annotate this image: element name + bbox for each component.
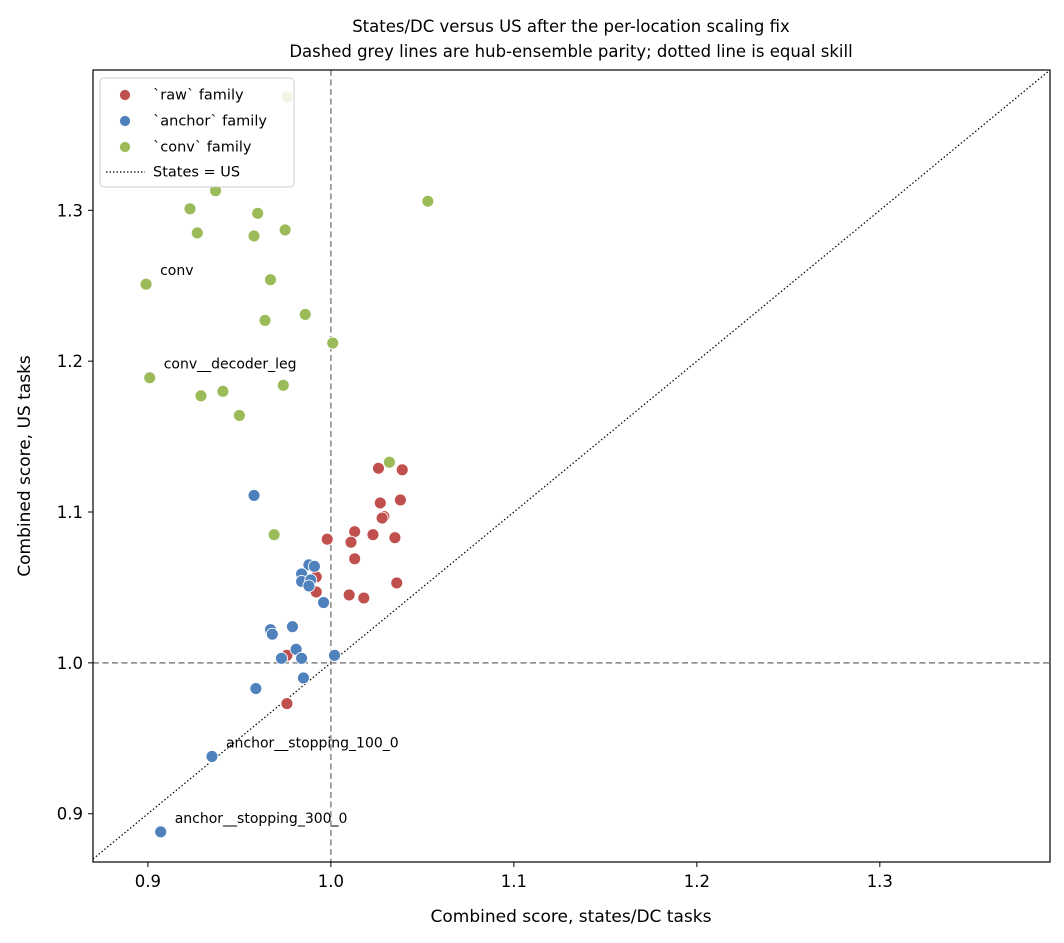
data-point-conv (258, 313, 272, 327)
data-point-raw (393, 493, 407, 507)
data-point-conv (232, 409, 246, 422)
legend-marker-conv (119, 141, 131, 153)
data-point-anchor (247, 488, 261, 502)
point-annotation: conv__decoder_leg (164, 357, 297, 373)
data-point-anchor (296, 671, 310, 685)
data-point-anchor (328, 648, 341, 662)
data-point-conv (267, 528, 281, 542)
data-point-conv (139, 277, 153, 291)
data-point-conv (216, 384, 230, 398)
data-point-raw (280, 697, 294, 711)
data-point-anchor (302, 579, 316, 593)
data-point-conv (421, 194, 435, 208)
y-tick-label: 1.2 (57, 352, 83, 371)
data-point-raw (357, 591, 371, 605)
data-point-raw (395, 463, 409, 477)
legend-marker-anchor (119, 115, 131, 127)
data-point-anchor (295, 651, 309, 665)
data-point-conv (278, 223, 292, 237)
data-point-raw (373, 496, 387, 510)
legend: `raw` family `anchor` family `conv` fami… (99, 77, 295, 188)
chart-title: States/DC versus US after the per-locati… (352, 17, 790, 36)
chart-subtitle: Dashed grey lines are hub-ensemble parit… (289, 42, 852, 61)
data-point-raw (366, 528, 380, 542)
data-point-anchor (307, 559, 321, 573)
plot-frame (92, 69, 1051, 863)
x-tick-label: 1.0 (318, 872, 344, 891)
equal-skill-line (92, 69, 1051, 860)
data-point-anchor (249, 682, 263, 695)
legend-label-conv: `conv` family (153, 140, 252, 156)
data-point-raw (344, 535, 358, 549)
data-point-conv (276, 378, 290, 392)
data-point-conv (382, 455, 396, 469)
x-tick-label: 1.1 (501, 872, 527, 891)
point-annotation: anchor__stopping_100_0 (226, 735, 399, 751)
data-point-anchor (317, 596, 331, 609)
y-tick-label: 0.9 (57, 805, 83, 824)
y-tick-label: 1.1 (57, 503, 83, 522)
x-tick-label: 1.2 (684, 872, 710, 891)
legend-label-raw: `raw` family (153, 88, 244, 104)
data-point-conv (183, 202, 197, 216)
x-axis-label: Combined score, states/DC tasks (431, 907, 712, 927)
x-tick-label: 0.9 (135, 872, 161, 891)
data-point-raw (390, 576, 404, 590)
point-annotation: conv (160, 263, 193, 279)
data-point-anchor (286, 620, 299, 634)
data-point-conv (251, 206, 265, 220)
data-point-raw (388, 531, 402, 545)
data-point-anchor (265, 627, 279, 641)
x-axis-ticks: 0.9 1.0 1.1 1.2 1.3 (135, 862, 893, 891)
data-point-anchor (154, 825, 168, 839)
data-point-conv (190, 226, 204, 240)
data-point-raw (375, 511, 389, 525)
data-point-anchor (275, 651, 288, 665)
y-tick-label: 1.3 (57, 201, 83, 220)
data-point-raw (348, 552, 362, 566)
x-tick-label: 1.3 (867, 872, 893, 891)
legend-marker-raw (119, 89, 131, 101)
legend-label-equal-skill: States = US (153, 165, 240, 181)
data-point-raw (342, 588, 356, 602)
data-point-conv (143, 371, 157, 385)
data-point-conv (194, 389, 208, 403)
legend-frame (99, 77, 295, 188)
data-point-raw (320, 532, 334, 546)
y-axis-ticks: 0.9 1.0 1.1 1.2 1.3 (57, 201, 93, 824)
series-raw (280, 461, 409, 711)
data-point-conv (264, 273, 277, 287)
point-annotation: anchor__stopping_300_0 (175, 811, 348, 827)
data-point-anchor (205, 749, 219, 763)
legend-label-anchor: `anchor` family (153, 114, 267, 130)
series-anchor (154, 488, 341, 839)
data-point-conv (247, 229, 261, 243)
y-tick-label: 1.0 (57, 654, 83, 673)
data-point-raw (372, 461, 385, 475)
data-point-conv (298, 307, 312, 321)
y-axis-label: Combined score, US tasks (15, 355, 35, 577)
data-point-conv (326, 336, 340, 350)
